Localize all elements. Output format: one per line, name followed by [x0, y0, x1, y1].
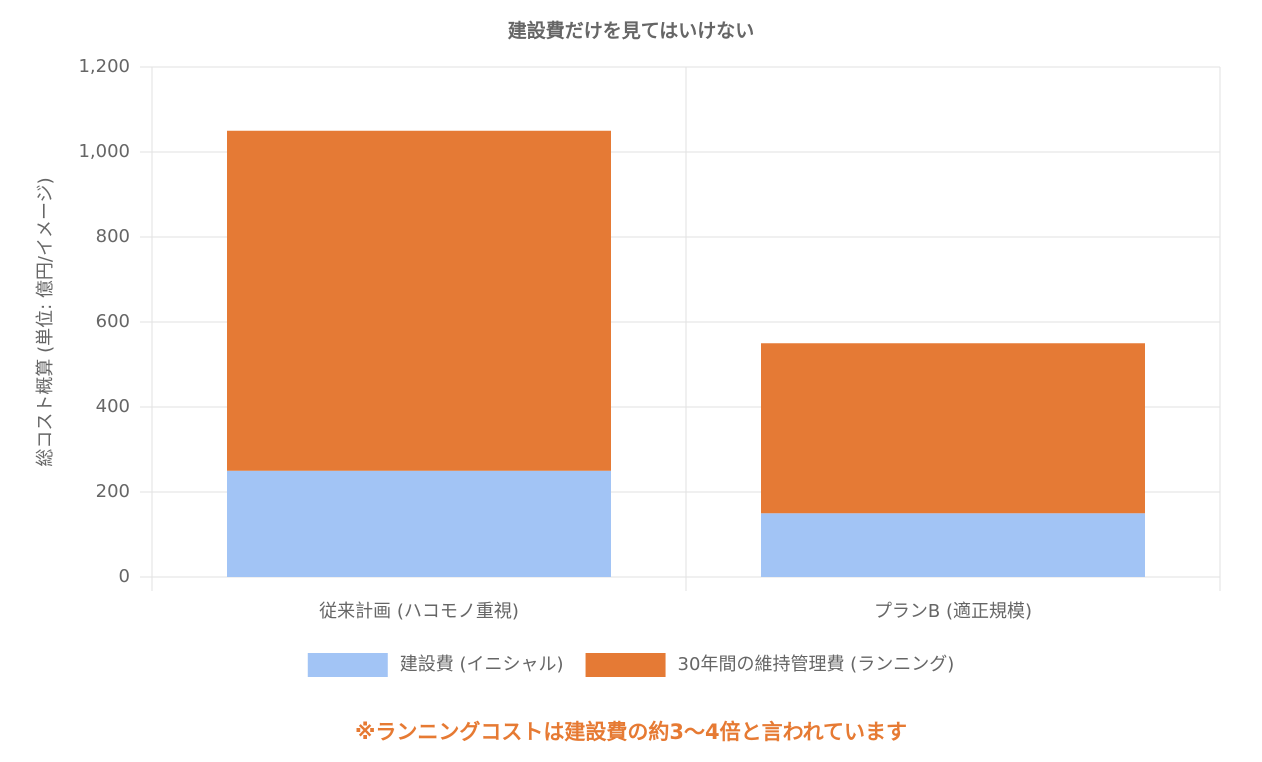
y-tick-label: 800	[96, 226, 130, 247]
y-tick-label: 200	[96, 481, 130, 502]
y-axis-title: 総コスト概算 (単位: 億円/イメージ)	[35, 177, 56, 466]
chart-title: 建設費だけを見てはいけない	[507, 20, 755, 42]
x-tick-label: プランB (適正規模)	[874, 601, 1032, 622]
legend-item-1[interactable]: 建設費 (イニシャル)	[307, 653, 564, 677]
y-tick-label: 1,000	[78, 141, 130, 162]
legend-swatch	[307, 653, 388, 677]
legend-label: 30年間の維持管理費 (ランニング)	[678, 654, 955, 675]
legend-label: 建設費 (イニシャル)	[400, 654, 564, 675]
y-tick-label: 0	[119, 566, 130, 587]
y-tick-label: 400	[96, 396, 130, 417]
bar-segment-running-2	[761, 343, 1145, 514]
bar-segment-running-1	[227, 130, 611, 471]
y-tick-label: 1,200	[78, 56, 130, 77]
legend: 建設費 (イニシャル) 30年間の維持管理費 (ランニング)	[307, 653, 955, 677]
tick-layer: 0 200 400 600 800 1,000 1,200 従来計画 (ハコモノ重視) プランB…	[78, 56, 1032, 622]
bar-layer	[227, 130, 1145, 577]
legend-item-2[interactable]: 30年間の維持管理費 (ランニング)	[585, 653, 955, 677]
legend-swatch	[585, 653, 666, 677]
footnote: ※ランニングコストは建設費の約3〜4倍と言われています	[355, 720, 907, 744]
bar-segment-initial-1	[227, 470, 611, 577]
bar-segment-initial-2	[761, 513, 1145, 577]
x-tick-label: 従来計画 (ハコモノ重視)	[319, 601, 519, 622]
y-tick-label: 600	[96, 311, 130, 332]
